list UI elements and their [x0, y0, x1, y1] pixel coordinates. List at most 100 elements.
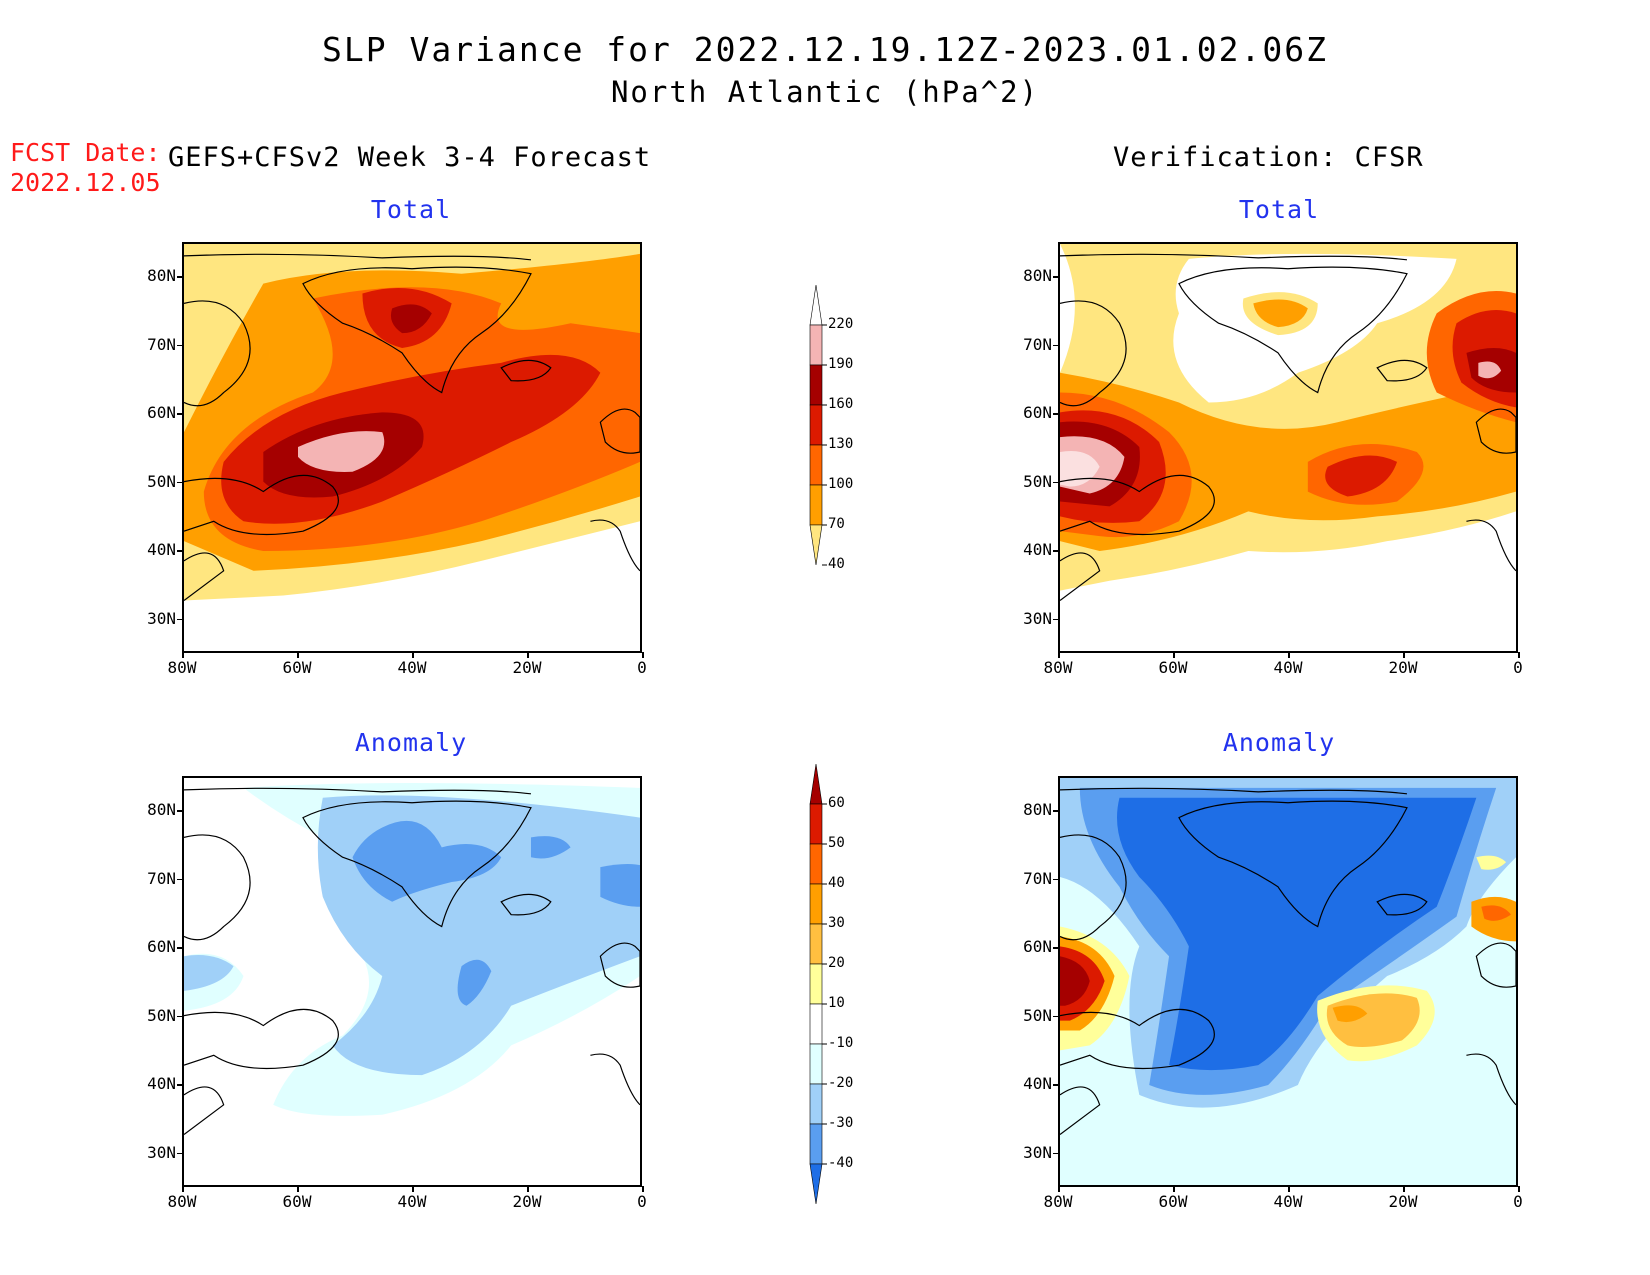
lat-tick [1053, 1015, 1059, 1018]
lon-tick [642, 1186, 644, 1192]
lat-label: 30N [1023, 608, 1052, 628]
colorbar-segment [809, 1163, 823, 1205]
panel-title-forecast-anomaly: Anomaly [354, 728, 468, 757]
lon-label: 40W [1273, 1192, 1303, 1211]
colorbar-segment [809, 404, 823, 446]
lat-label: 50N [1023, 471, 1052, 491]
colorbar-level-label: -40 [828, 1155, 854, 1171]
lat-tick [1053, 344, 1059, 347]
lon-label: 80W [167, 1192, 197, 1211]
colorbar-segment [809, 484, 823, 526]
lat-label: 70N [147, 334, 176, 354]
lon-tick [1058, 1186, 1060, 1192]
colorbar-segment [809, 883, 823, 925]
lat-tick [177, 413, 183, 415]
lon-label: 20W [512, 658, 542, 677]
colorbar-level-label: 130 [828, 436, 854, 452]
lat-label: 30N [147, 608, 176, 628]
colorbar-level-label: 20 [828, 955, 845, 971]
map-forecast-total [182, 242, 642, 653]
lon-label: 20W [1388, 658, 1418, 677]
contour-fill [1060, 244, 1516, 651]
lat-tick [1053, 550, 1059, 552]
lat-label: 80N [147, 800, 176, 820]
lon-tick [412, 1186, 414, 1192]
lon-label: 20W [512, 1192, 542, 1211]
lon-label: 60W [1158, 658, 1188, 677]
lat-label: 80N [147, 266, 176, 286]
lat-label: 80N [1023, 800, 1052, 820]
lon-tick [182, 1186, 184, 1192]
main-subtitle: North Atlantic (hPa^2) [610, 75, 1040, 109]
lat-label: 40N [147, 1074, 176, 1094]
lat-label: 60N [147, 403, 176, 423]
colorbar-segment [809, 285, 823, 326]
lon-label: 80W [1043, 658, 1073, 677]
lon-label: 0 [1513, 1192, 1523, 1211]
colorbar-anomaly [809, 764, 827, 1205]
lat-label: 60N [1023, 937, 1052, 957]
lat-label: 30N [147, 1142, 176, 1162]
colorbar-level-label: 70 [828, 516, 845, 532]
map-verification-total [1058, 242, 1518, 653]
colorbar-segment [809, 1123, 823, 1165]
colorbar-level-label: 190 [828, 356, 854, 372]
lat-label: 40N [1023, 1074, 1052, 1094]
colorbar-level-label: 160 [828, 396, 854, 412]
lon-tick [297, 1186, 299, 1192]
lat-tick [177, 481, 183, 484]
lat-label: 70N [1023, 868, 1052, 888]
lat-tick [177, 878, 183, 881]
colorbar-segment [809, 1003, 823, 1045]
lon-tick [1058, 652, 1060, 658]
colorbar-level-label: -20 [828, 1075, 854, 1091]
lat-label: 60N [1023, 403, 1052, 423]
lat-tick [177, 550, 183, 552]
lon-tick [297, 652, 299, 658]
colorbar-level-label: 100 [828, 476, 854, 492]
coastlines [184, 253, 640, 601]
colorbar-level-label: 60 [828, 795, 845, 811]
lon-label: 0 [1513, 658, 1523, 677]
lon-label: 80W [167, 658, 197, 677]
lat-label: 40N [1023, 540, 1052, 560]
panel-title-verification-total: Total [1238, 195, 1320, 224]
lat-tick [177, 618, 183, 621]
right-column-title: Verification: CFSR [1113, 142, 1424, 173]
lon-tick [182, 652, 184, 658]
lat-tick [1053, 413, 1059, 415]
forecast-date-value: 2022.12.05 [10, 168, 161, 197]
forecast-date: FCST Date: 2022.12.05 [10, 138, 161, 198]
panel-title-verification-anomaly: Anomaly [1222, 728, 1336, 757]
lon-tick [642, 652, 644, 658]
lat-tick [177, 947, 183, 949]
lon-tick [1403, 1186, 1405, 1192]
lon-tick [1173, 652, 1175, 658]
contour-fill [1060, 778, 1516, 1185]
colorbar-level-label: 10 [828, 995, 845, 1011]
colorbar-level-label: 40 [828, 875, 845, 891]
lat-label: 70N [1023, 334, 1052, 354]
lat-tick [177, 1084, 183, 1086]
lat-label: 80N [1023, 266, 1052, 286]
lon-label: 40W [1273, 658, 1303, 677]
lat-tick [177, 1015, 183, 1018]
left-column-title: GEFS+CFSv2 Week 3-4 Forecast [168, 142, 652, 173]
lon-label: 60W [282, 658, 312, 677]
colorbar-segment [809, 963, 823, 1005]
colorbar-segment [809, 1043, 823, 1085]
lon-label: 0 [637, 658, 647, 677]
lat-label: 30N [1023, 1142, 1052, 1162]
colorbar-total [809, 285, 827, 566]
lat-label: 50N [1023, 1005, 1052, 1025]
map-forecast-anomaly [182, 776, 642, 1187]
lat-tick [1053, 878, 1059, 881]
lon-tick [1288, 652, 1290, 658]
colorbar-level-label: 40 [828, 556, 845, 572]
panel-title-forecast-total: Total [370, 195, 452, 224]
lon-tick [412, 652, 414, 658]
coastlines [1060, 787, 1516, 1135]
lat-tick [177, 276, 183, 278]
lat-tick [1053, 1152, 1059, 1155]
lon-label: 60W [1158, 1192, 1188, 1211]
